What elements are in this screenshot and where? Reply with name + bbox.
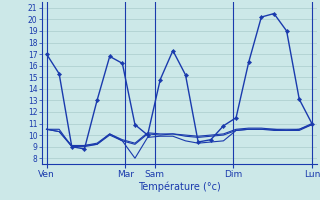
X-axis label: Température (°c): Température (°c) (138, 181, 220, 192)
